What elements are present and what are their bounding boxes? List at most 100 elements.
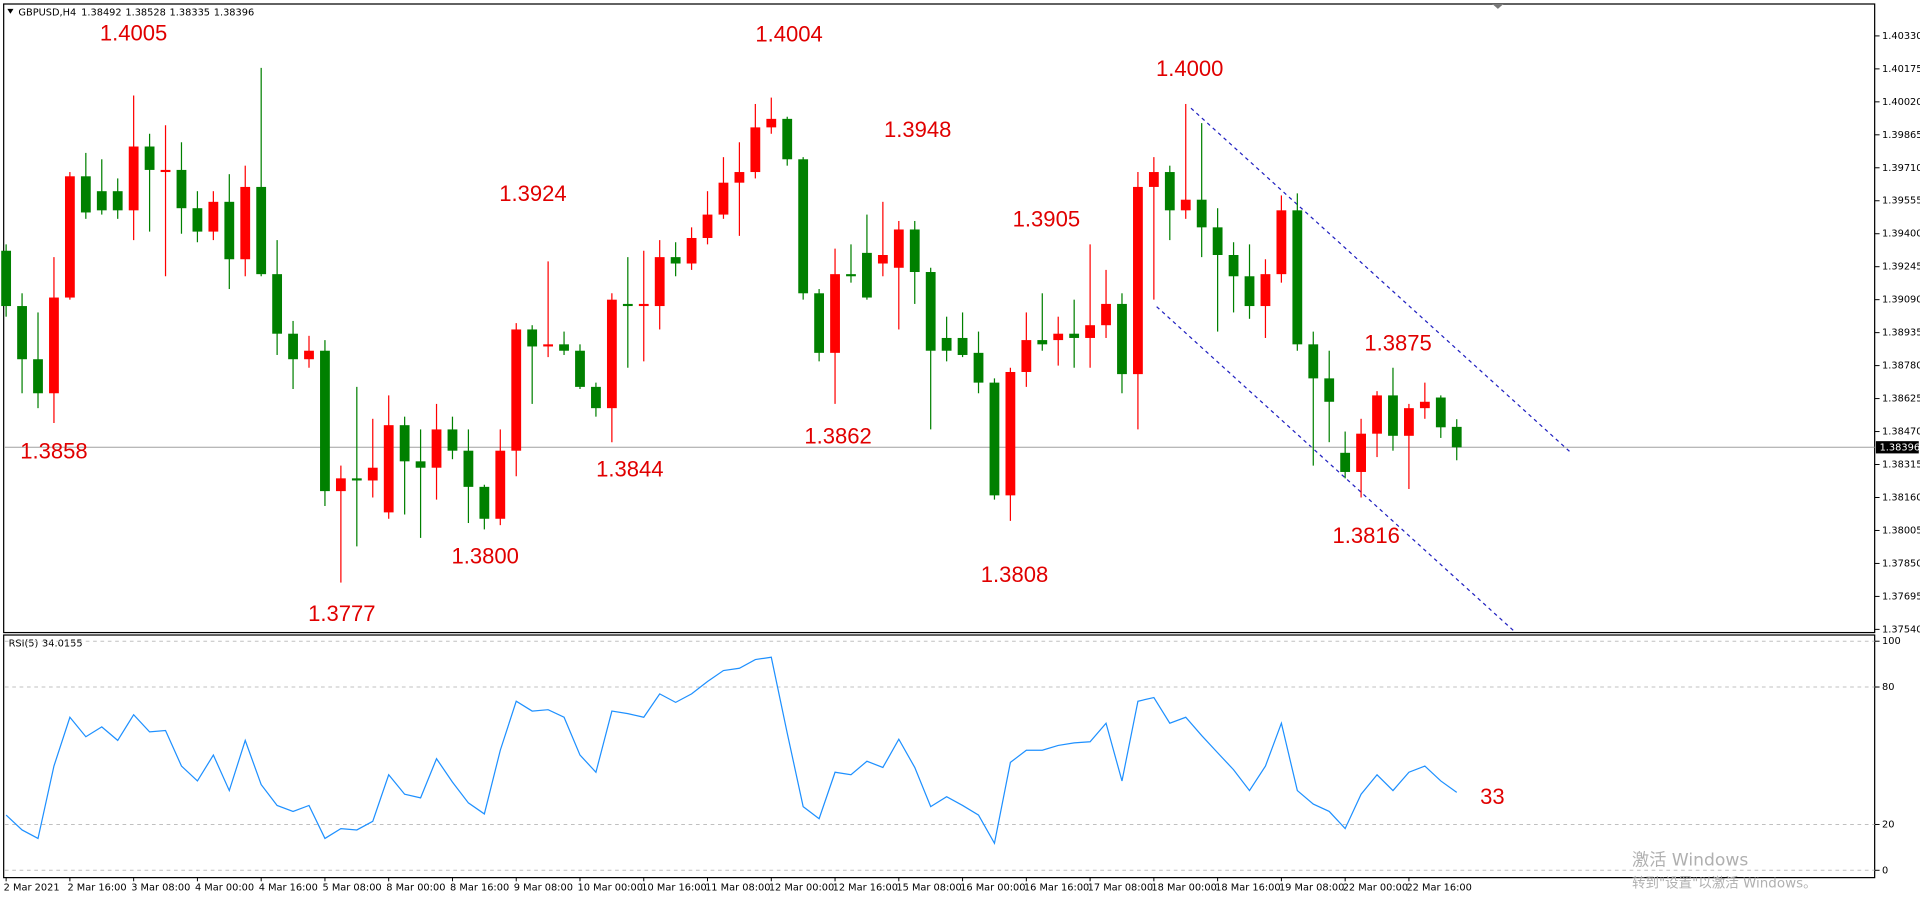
candle-body [957, 337, 968, 355]
watermark-title: 激活 Windows [1632, 850, 1748, 870]
candle-body [782, 118, 793, 160]
y-tick-label: 1.39710 [1882, 163, 1920, 174]
candle-body [750, 127, 761, 173]
candle-body [527, 329, 538, 347]
candle-body [304, 350, 314, 360]
price-annotation: 1.3862 [804, 424, 871, 449]
price-annotation: 1.3800 [451, 544, 518, 569]
candle-body [320, 350, 330, 492]
rsi-name: RSI(5) [9, 639, 39, 650]
y-tick-label: 0 [1882, 865, 1888, 876]
y-tick-label: 1.40020 [1882, 97, 1920, 108]
candle-body [160, 169, 171, 173]
x-tick-label: 22 Mar 00:00 [1343, 882, 1408, 893]
candle-body [702, 214, 713, 238]
x-tick-label: 2 Mar 2021 [4, 882, 60, 893]
candle-body [893, 229, 904, 268]
x-tick-label: 18 Mar 16:00 [1215, 882, 1280, 893]
price-annotation: 1.3808 [981, 562, 1048, 587]
symbol: GBPUSD,H4 [18, 8, 76, 19]
y-tick-label: 1.37540 [1882, 624, 1920, 635]
x-tick-label: 22 Mar 16:00 [1406, 882, 1471, 893]
candle-body [1260, 274, 1271, 307]
candle-body [479, 486, 490, 519]
y-tick-label: 1.38005 [1882, 525, 1920, 536]
watermark-subtitle: 转到"设置"以激活 Windows。 [1632, 876, 1817, 892]
price-annotation: 1.3816 [1332, 523, 1399, 548]
x-tick-label: 10 Mar 00:00 [578, 882, 643, 893]
candle-body [638, 303, 649, 307]
x-tick-label: 11 Mar 08:00 [705, 882, 770, 893]
candle-body [1324, 378, 1335, 402]
menu-triangle[interactable] [7, 8, 14, 14]
candle-body [575, 350, 585, 387]
candle-body [495, 450, 506, 519]
candle-body [240, 186, 251, 260]
candle-body [941, 337, 952, 351]
candle-body [128, 146, 139, 211]
price-marker [1875, 441, 1919, 454]
candle-body [830, 274, 840, 353]
candle-body [17, 306, 27, 360]
x-tick-label: 12 Mar 00:00 [769, 882, 834, 893]
candle-body [622, 303, 633, 307]
candle-body [1037, 340, 1048, 345]
price-annotation: 1.3777 [308, 601, 375, 626]
candle-body [989, 382, 1000, 496]
x-tick-label: 4 Mar 16:00 [259, 882, 318, 893]
x-tick-label: 2 Mar 16:00 [67, 882, 126, 893]
candle-body [256, 186, 267, 275]
candle-body [1419, 401, 1430, 409]
candle-body [431, 429, 442, 468]
y-tick-label: 1.38315 [1882, 460, 1920, 471]
candle-body [351, 478, 362, 481]
candle-body [1340, 452, 1351, 472]
candle-body [1148, 172, 1159, 187]
candle-body [1180, 199, 1191, 211]
y-tick-label: 1.39400 [1882, 229, 1920, 240]
x-tick-label: 16 Mar 00:00 [960, 882, 1025, 893]
price-annotation: 1.3948 [884, 117, 951, 142]
candle-body [862, 252, 872, 298]
channel-upper [1190, 107, 1573, 455]
x-tick-label: 17 Mar 08:00 [1088, 882, 1153, 893]
candle-body [1053, 333, 1064, 341]
y-tick-label: 1.38780 [1882, 361, 1920, 372]
candle-body [1308, 344, 1319, 379]
y-tick-label: 1.40175 [1882, 64, 1920, 75]
price-annotation: 1.3924 [499, 181, 566, 206]
candle-body [288, 333, 298, 360]
rsi-line [5, 656, 1458, 845]
x-tick-label: 12 Mar 16:00 [833, 882, 898, 893]
candle-body [798, 159, 809, 294]
price-annotation: 1.4004 [755, 22, 822, 47]
candle-body [1372, 395, 1382, 434]
candle-body [766, 118, 777, 128]
price-marker-label: 1.38396 [1880, 442, 1920, 453]
price-annotation: 1.3875 [1364, 330, 1431, 355]
candle-body [383, 425, 394, 513]
x-tick-label: 9 Mar 08:00 [514, 882, 573, 893]
candle-body [399, 425, 410, 462]
header-open: 1.38492 [81, 8, 122, 19]
candle-body [1244, 276, 1255, 307]
candle-body [1085, 325, 1096, 338]
candle-body [1228, 255, 1239, 277]
y-tick-label: 1.38470 [1882, 427, 1920, 438]
candle-body [670, 257, 681, 264]
shift-marker [1492, 4, 1504, 9]
candle-body [543, 344, 554, 347]
candle-body [846, 274, 856, 277]
rsi-annotation: 33 [1480, 784, 1505, 809]
candle-body [1388, 395, 1398, 436]
candle-body [1021, 340, 1032, 372]
rsi-header: RSI(5) 34.0155 [9, 639, 83, 650]
header-high: 1.38528 [125, 8, 166, 19]
x-tick-label: 8 Mar 00:00 [386, 882, 445, 893]
candle-body [718, 182, 729, 215]
candle-body [33, 359, 43, 394]
candle-body [1212, 227, 1223, 256]
y-tick-label: 1.39245 [1882, 262, 1920, 273]
